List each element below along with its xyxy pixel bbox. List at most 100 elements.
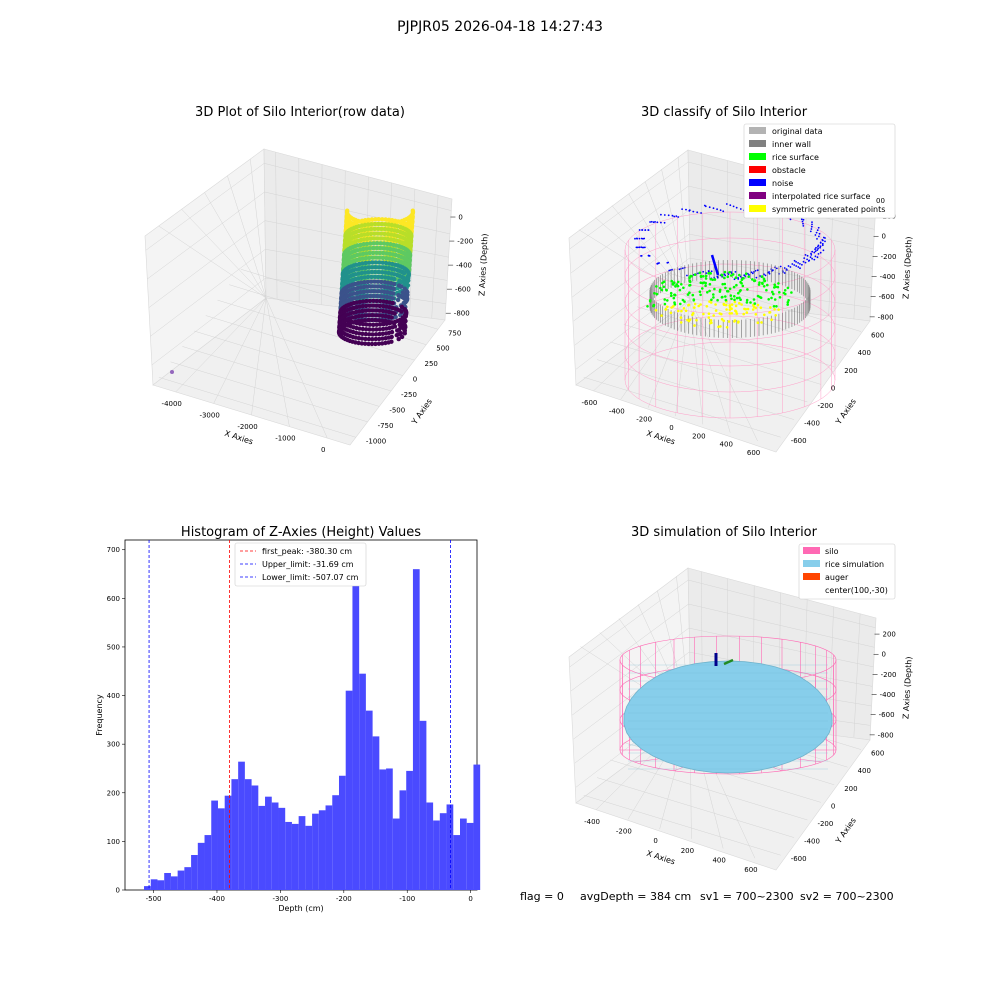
raw-point	[374, 327, 379, 332]
classify-noise-point	[811, 257, 813, 260]
raw-point	[375, 279, 381, 284]
classify-noise-point	[813, 251, 816, 254]
raw-point	[377, 250, 383, 256]
classify-surface-point	[744, 307, 748, 311]
classify-noise-point	[640, 255, 643, 257]
classify-noise-point	[702, 270, 705, 273]
classify-gridlines	[569, 153, 876, 442]
sim-ytick: 0	[831, 802, 835, 810]
classify-noise-point	[801, 263, 803, 266]
raw-ylabel: Y Axies	[409, 397, 434, 427]
classify-surface-point	[714, 303, 717, 306]
classify-surface-point	[701, 287, 704, 290]
raw-point	[367, 298, 372, 304]
raw-point	[369, 265, 375, 270]
classify-noise-point	[803, 257, 806, 259]
classify-noise-point	[647, 229, 650, 232]
status-flag: flag = 0	[520, 890, 564, 903]
raw-point	[371, 241, 376, 246]
classify-surface-point	[728, 304, 731, 307]
raw-point	[364, 241, 370, 246]
raw-point	[368, 241, 373, 246]
histogram-xlabel: Depth (cm)	[278, 904, 323, 913]
classify-surface-point	[723, 270, 727, 274]
raw-point	[372, 226, 377, 232]
raw-point	[379, 274, 384, 280]
classify-noise-point	[671, 214, 674, 217]
histogram-bar	[285, 821, 292, 890]
raw-point	[367, 308, 372, 313]
classify-surface-point	[709, 277, 713, 281]
sim-ztick: -400	[880, 691, 896, 699]
classify-surface-point	[652, 304, 655, 308]
raw-point	[377, 260, 382, 265]
classify-surface-point	[712, 296, 715, 299]
classify-noise-point	[783, 267, 786, 269]
raw-point	[362, 270, 368, 275]
histogram-bar	[305, 825, 313, 890]
raw-point	[359, 313, 365, 318]
classify-surface-point	[756, 321, 760, 325]
raw-point	[364, 322, 369, 327]
classify-surface-point	[754, 306, 757, 310]
classify-noise-point	[696, 211, 699, 214]
classify-surface-point	[678, 288, 682, 292]
classify-surface-point	[713, 278, 717, 281]
classify-surface-point	[732, 285, 736, 289]
classify-noise-point	[638, 246, 641, 249]
raw-ztick: 0	[458, 214, 462, 222]
raw-point	[382, 284, 387, 290]
classify-surface-point	[737, 320, 740, 324]
raw-point	[369, 269, 374, 275]
raw-point	[371, 298, 376, 303]
classify-surface-point	[773, 298, 777, 301]
classify-surface-point	[778, 296, 782, 299]
classify-surface-point	[773, 283, 776, 287]
classify-noise-point	[814, 255, 817, 258]
classify-surface-point	[688, 318, 692, 321]
classify-surface-point	[738, 273, 741, 277]
classify-surface-point	[769, 306, 772, 309]
classify-surface-point	[728, 271, 731, 274]
raw-point	[364, 246, 369, 251]
sim-ytick: 400	[858, 767, 871, 775]
classify-surface-point	[720, 273, 723, 277]
raw-point	[363, 336, 368, 342]
raw-point	[376, 269, 381, 275]
classify-surface-point	[761, 282, 764, 286]
raw-point	[375, 289, 380, 294]
classify-noise-point	[811, 221, 813, 224]
raw-point	[360, 308, 365, 314]
classify-noise-point	[666, 261, 669, 264]
raw-point	[378, 245, 383, 251]
figure-suptitle: PJPJR05 2026-04-18 14:27:43	[397, 19, 603, 35]
classify-noise-point	[712, 207, 715, 210]
sim-ztick: -200	[881, 671, 897, 679]
classify-surface-point	[767, 298, 770, 301]
raw-point	[381, 246, 386, 251]
classify-noise-point	[668, 269, 671, 272]
raw-point	[361, 246, 366, 252]
raw-point	[380, 313, 385, 318]
raw-ytick: 250	[425, 360, 438, 368]
classify-surface-point	[786, 303, 789, 306]
sim-ytick: -400	[804, 838, 820, 846]
classify-surface-point	[733, 300, 737, 304]
raw-point	[373, 308, 379, 313]
classify-surface-point	[783, 289, 787, 292]
raw-point	[361, 289, 366, 294]
classify-surface-point	[749, 301, 752, 304]
classify-surface-point	[682, 286, 685, 290]
raw-point	[359, 318, 364, 323]
classify-surface-point	[722, 319, 725, 323]
classify-xtick: 0	[669, 424, 673, 432]
raw-xtick: -1000	[275, 435, 295, 443]
raw-point	[380, 318, 385, 323]
raw-point	[380, 308, 385, 314]
classify-xtick: 400	[720, 441, 733, 449]
classify-surface-point	[677, 309, 680, 313]
classify-surface-point	[724, 298, 728, 302]
histogram-bar	[406, 770, 413, 890]
classify-ztick: -200	[881, 253, 897, 261]
